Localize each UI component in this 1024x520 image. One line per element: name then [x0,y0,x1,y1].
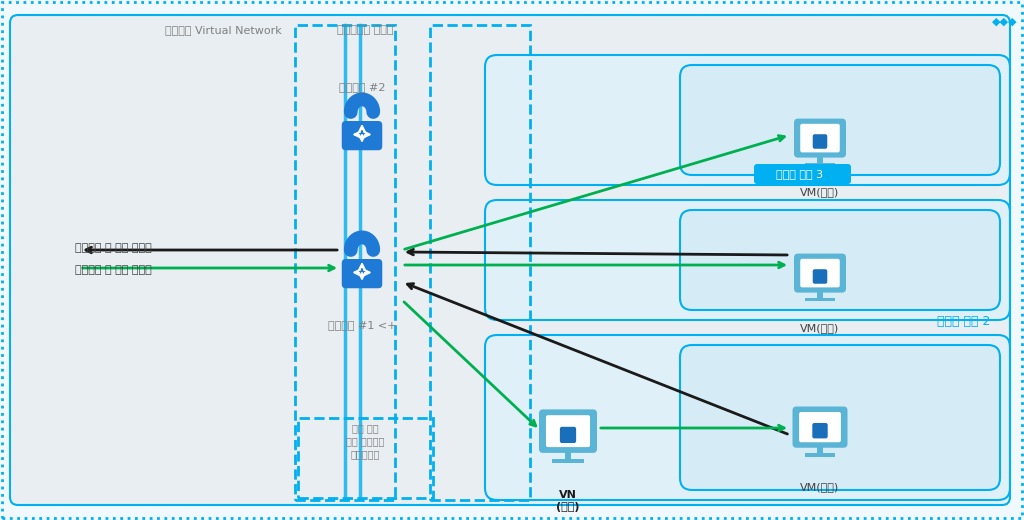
FancyBboxPatch shape [813,269,827,284]
FancyBboxPatch shape [680,345,1000,490]
Text: VM(영역): VM(영역) [801,323,840,333]
FancyBboxPatch shape [799,412,841,442]
FancyBboxPatch shape [539,409,597,453]
FancyBboxPatch shape [342,121,382,150]
FancyBboxPatch shape [680,210,1000,310]
FancyBboxPatch shape [485,200,1010,320]
Bar [430,25,530,500]
Text: 가용성 영역 2: 가용성 영역 2 [937,315,990,328]
FancyBboxPatch shape [560,427,577,443]
FancyBboxPatch shape [10,15,1010,505]
Text: 프레미스 간 송신 트래픽: 프레미스 간 송신 트래픽 [75,243,152,253]
Bar [817,292,823,300]
Text: 사용자의 Virtual Network: 사용자의 Virtual Network [165,25,282,35]
Bar [806,298,835,302]
FancyBboxPatch shape [342,259,382,288]
Bar [817,447,823,455]
FancyBboxPatch shape [800,259,840,288]
Bar [552,459,585,463]
Bar [298,418,433,498]
Text: 프레미스 간 수신 트래픽: 프레미스 간 수신 트래픽 [75,265,152,275]
Text: 가용성 영역 3: 가용성 영역 3 [776,169,823,179]
Text: 인스턴스 #1 <+: 인스턴스 #1 <+ [328,320,396,330]
FancyBboxPatch shape [812,423,827,438]
Bar [817,157,823,164]
FancyBboxPatch shape [546,415,590,447]
FancyBboxPatch shape [813,134,827,149]
FancyBboxPatch shape [680,65,1000,175]
FancyBboxPatch shape [485,55,1010,185]
Bar [295,25,395,500]
Text: 인스턴스 #2: 인스턴스 #2 [339,82,385,92]
Text: VM(영역): VM(영역) [801,187,840,197]
Bar [806,163,835,166]
Bar [805,453,836,457]
FancyBboxPatch shape [754,164,851,184]
Text: VN
(중복): VN (중복) [556,490,580,512]
FancyBboxPatch shape [794,119,846,158]
Text: VM(영역): VM(영역) [801,482,840,492]
Bar [564,452,571,460]
FancyBboxPatch shape [800,124,840,152]
FancyBboxPatch shape [485,335,1010,500]
Text: 게이트웨이 서브넷: 게이트웨이 서브넷 [337,25,393,35]
FancyBboxPatch shape [793,407,848,448]
FancyBboxPatch shape [794,254,846,293]
Text: 영역 중복
가상 네트워크
게이트웨이: 영역 중복 가상 네트워크 게이트웨이 [346,423,384,459]
Text: ◆◆◆: ◆◆◆ [992,17,1018,27]
